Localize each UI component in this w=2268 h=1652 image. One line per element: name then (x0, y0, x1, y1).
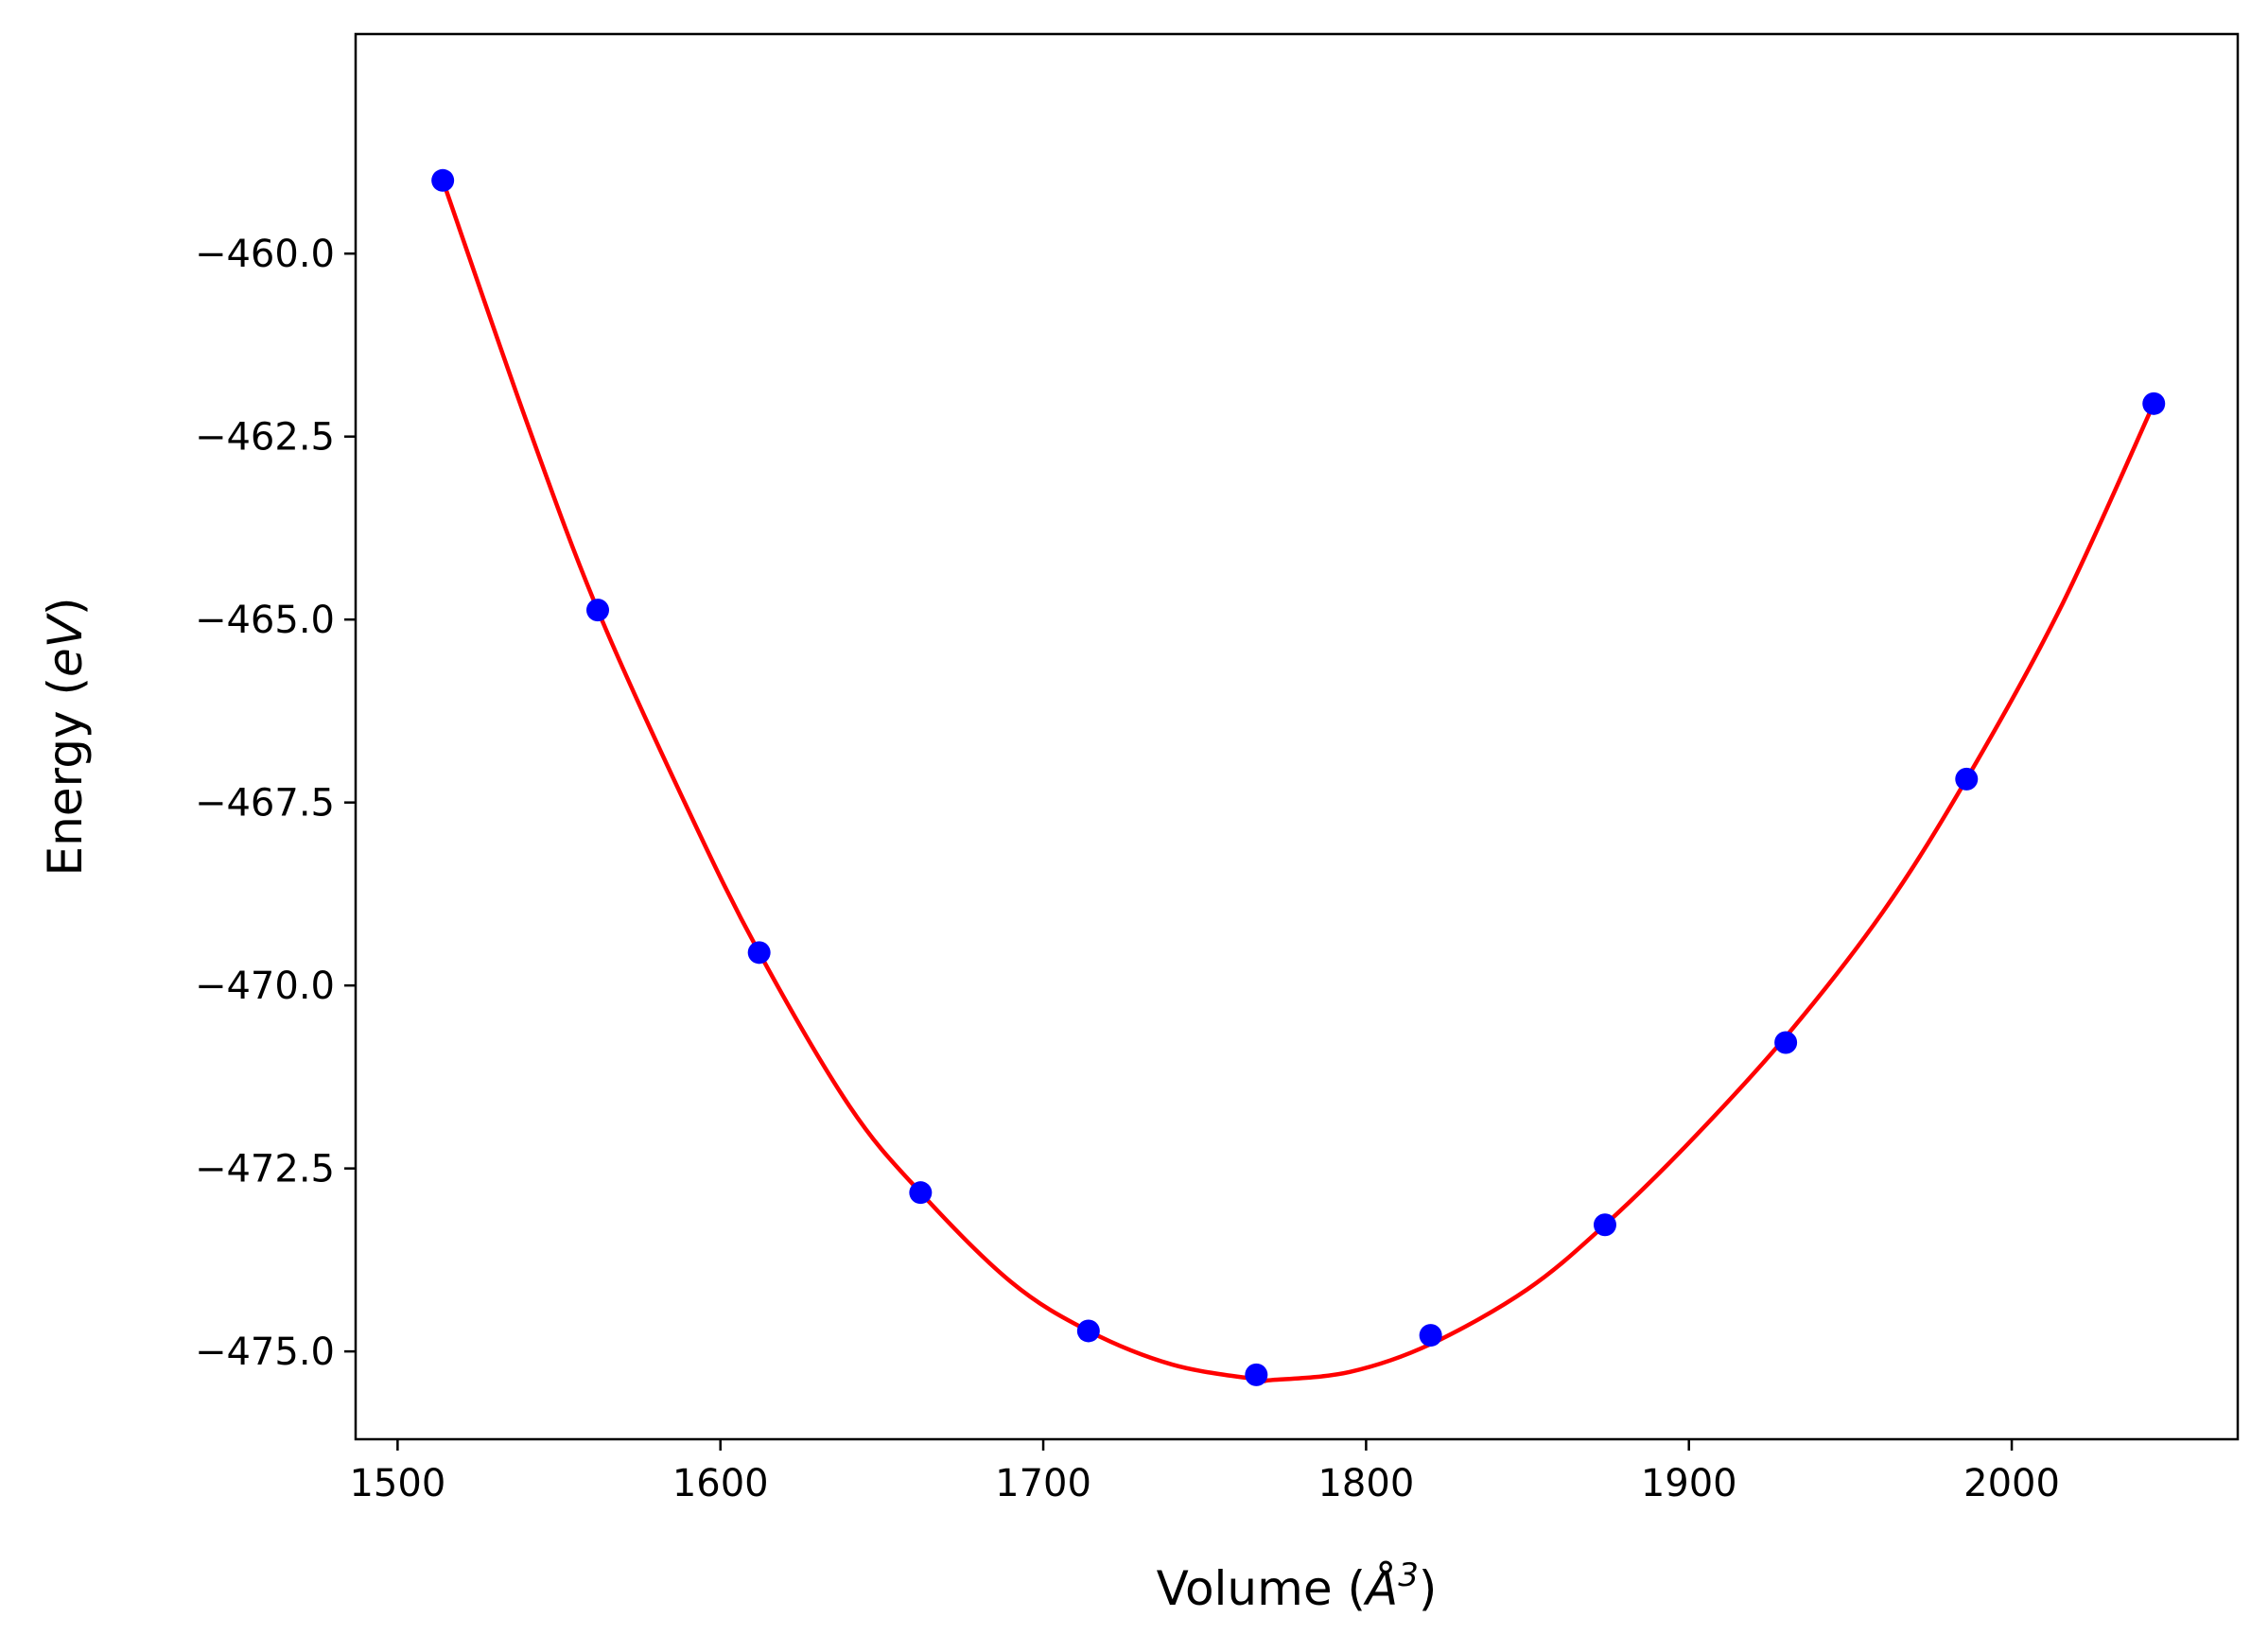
plot-frame (354, 32, 2240, 1441)
y-tick-label: −460.0 (195, 233, 335, 276)
x-tick-label: 1800 (1317, 1462, 1414, 1505)
data-point (1419, 1324, 1442, 1348)
y-tick-label: −475.0 (195, 1330, 335, 1374)
data-point (1245, 1363, 1268, 1386)
x-axis-label: Volume (Å3) (1157, 1556, 1438, 1616)
y-tick-label: −472.5 (195, 1148, 335, 1191)
data-point (1774, 1031, 1798, 1054)
y-tick-label: −465.0 (195, 599, 335, 642)
data-point (2142, 391, 2166, 415)
data-point (747, 941, 771, 965)
x-tick-label: 2000 (1963, 1462, 2060, 1505)
y-tick-label: −467.5 (195, 782, 335, 826)
data-point (431, 168, 455, 192)
x-axis-ticks: 1500 1600 1700 1800 1900 2000 (349, 1439, 2060, 1505)
data-point (1076, 1319, 1100, 1343)
x-tick-label: 1600 (672, 1462, 769, 1505)
data-point (586, 599, 610, 622)
data-point (909, 1181, 933, 1205)
x-tick-label: 1700 (995, 1462, 1091, 1505)
x-tick-label: 1900 (1641, 1462, 1737, 1505)
y-tick-label: −470.0 (195, 965, 335, 1008)
x-tick-label: 1500 (349, 1462, 445, 1505)
data-points-layer (431, 168, 2166, 1386)
data-point (1955, 767, 1979, 791)
y-tick-label: −462.5 (195, 416, 335, 460)
y-axis-ticks: −460.0 −462.5 −465.0 −467.5 −470.0 −472.5 −475… (195, 233, 356, 1374)
plot-background (356, 34, 2238, 1439)
y-axis-label: Energy (eV) (38, 598, 93, 877)
data-point (1593, 1213, 1616, 1237)
